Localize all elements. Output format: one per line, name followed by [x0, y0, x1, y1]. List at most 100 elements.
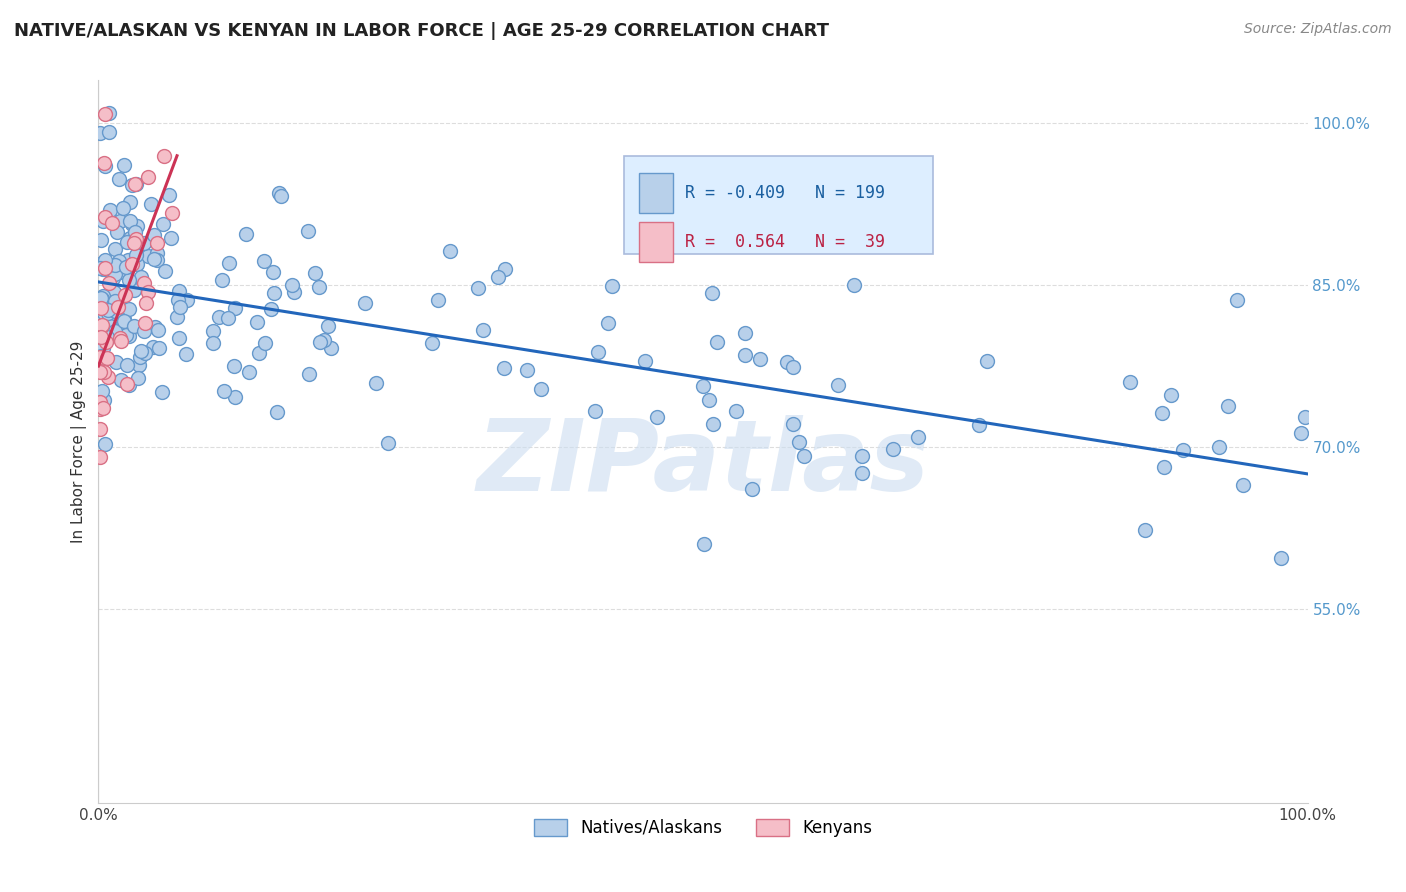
- Point: [101, 321, 124, 335]
- Point: [122, 283, 145, 297]
- Point: [89, 422, 111, 436]
- Point: [706, 335, 728, 350]
- Point: [91, 214, 114, 228]
- Point: [142, 252, 165, 266]
- Point: [700, 285, 723, 300]
- Point: [108, 254, 131, 268]
- Point: [90, 291, 112, 305]
- Point: [111, 201, 134, 215]
- Point: [135, 296, 157, 310]
- Point: [122, 318, 145, 333]
- Point: [280, 277, 302, 292]
- Point: [148, 341, 170, 355]
- Point: [115, 235, 138, 249]
- Text: NATIVE/ALASKAN VS KENYAN IN LABOR FORCE | AGE 25-29 CORRELATION CHART: NATIVE/ALASKAN VS KENYAN IN LABOR FORCE …: [14, 22, 830, 40]
- Bar: [624, 156, 932, 253]
- Point: [634, 354, 657, 368]
- Point: [1289, 425, 1312, 440]
- Point: [283, 285, 305, 300]
- Point: [132, 324, 155, 338]
- Point: [586, 345, 609, 359]
- Point: [112, 316, 135, 330]
- Point: [882, 442, 904, 457]
- Point: [94, 252, 117, 267]
- Point: [91, 261, 114, 276]
- Point: [110, 373, 132, 387]
- Point: [142, 340, 165, 354]
- Point: [734, 326, 756, 340]
- Point: [90, 301, 112, 316]
- Point: [125, 177, 148, 191]
- Point: [1150, 406, 1173, 420]
- Point: [146, 245, 169, 260]
- Y-axis label: In Labor Force | Age 25-29: In Labor Force | Age 25-29: [72, 341, 87, 542]
- Point: [125, 232, 148, 246]
- Point: [270, 189, 292, 203]
- Point: [94, 211, 117, 225]
- Point: [117, 252, 139, 267]
- Point: [1226, 293, 1249, 307]
- Point: [166, 293, 188, 308]
- Point: [827, 377, 849, 392]
- Point: [118, 194, 141, 209]
- Point: [467, 280, 489, 294]
- Point: [157, 187, 180, 202]
- Point: [134, 346, 156, 360]
- Point: [110, 331, 132, 345]
- Point: [247, 346, 270, 360]
- Point: [741, 483, 763, 497]
- Point: [131, 269, 153, 284]
- Point: [314, 333, 336, 347]
- Point: [167, 331, 190, 345]
- Point: [645, 409, 668, 424]
- Point: [782, 359, 804, 374]
- Point: [121, 178, 143, 193]
- Point: [107, 300, 129, 314]
- Point: [530, 382, 553, 396]
- Point: [89, 350, 111, 364]
- Point: [128, 351, 150, 365]
- Point: [366, 376, 388, 390]
- Point: [97, 306, 120, 320]
- Point: [132, 235, 155, 250]
- Point: [976, 354, 998, 368]
- Point: [235, 227, 257, 241]
- Point: [692, 379, 714, 393]
- Point: [167, 284, 190, 298]
- Point: [128, 276, 150, 290]
- Point: [1270, 551, 1292, 566]
- Point: [224, 301, 246, 315]
- Point: [124, 225, 146, 239]
- Point: [702, 417, 724, 432]
- Point: [89, 365, 111, 379]
- Point: [252, 254, 274, 268]
- Point: [146, 236, 169, 251]
- Point: [90, 330, 112, 344]
- Legend: Natives/Alaskans, Kenyans: Natives/Alaskans, Kenyans: [526, 810, 880, 845]
- Point: [110, 265, 132, 279]
- Point: [262, 265, 284, 279]
- Point: [90, 349, 112, 363]
- Point: [211, 273, 233, 287]
- Point: [129, 344, 152, 359]
- Point: [97, 263, 120, 277]
- Point: [143, 320, 166, 334]
- Point: [89, 450, 111, 464]
- Point: [693, 537, 716, 551]
- Point: [734, 348, 756, 362]
- Point: [245, 315, 267, 329]
- Point: [114, 288, 136, 302]
- Point: [91, 384, 114, 399]
- Point: [201, 335, 224, 350]
- Point: [115, 260, 138, 274]
- Point: [1153, 460, 1175, 475]
- Point: [89, 395, 111, 409]
- Point: [94, 261, 117, 276]
- Point: [967, 418, 990, 433]
- Point: [91, 341, 114, 355]
- Point: [93, 365, 115, 379]
- Point: [218, 256, 240, 270]
- Point: [153, 149, 176, 163]
- Point: [98, 318, 121, 333]
- Point: [297, 224, 319, 238]
